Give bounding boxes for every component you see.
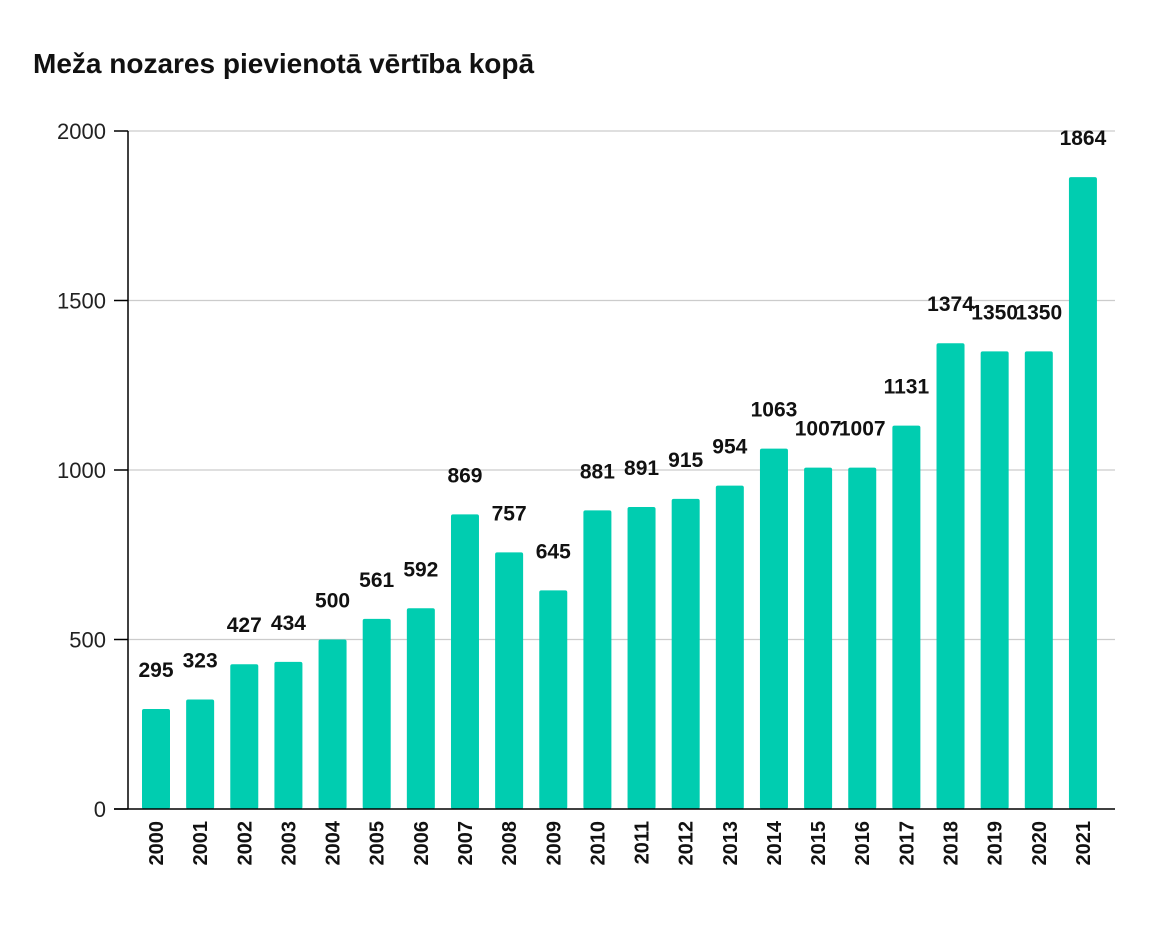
data-label: 1374 bbox=[927, 293, 974, 316]
x-tick-label: 2009 bbox=[543, 821, 565, 866]
x-tick-label: 2002 bbox=[234, 821, 256, 866]
data-label: 323 bbox=[183, 650, 218, 673]
y-tick-label: 0 bbox=[94, 797, 106, 822]
bar bbox=[583, 510, 612, 809]
data-label: 1063 bbox=[751, 399, 798, 422]
x-tick-label: 2017 bbox=[896, 821, 918, 866]
bar bbox=[671, 498, 700, 809]
bar bbox=[804, 467, 833, 809]
data-label: 500 bbox=[315, 590, 350, 613]
x-tick-label: 2011 bbox=[632, 821, 654, 864]
data-label: 295 bbox=[138, 659, 173, 682]
bar bbox=[715, 485, 744, 809]
grid-lines bbox=[128, 130, 1115, 641]
data-label: 1864 bbox=[1060, 127, 1107, 150]
data-label: 1131 bbox=[884, 376, 930, 399]
data-label: 645 bbox=[536, 540, 571, 563]
bar bbox=[759, 448, 788, 809]
bar bbox=[936, 343, 965, 809]
x-tick-label: 2014 bbox=[764, 820, 786, 865]
axes: 0 500 1000 1500 2000 2000 2001 2002 2003 2004 2005… bbox=[57, 119, 1115, 866]
x-tick-label: 2012 bbox=[676, 821, 698, 866]
bar bbox=[186, 699, 215, 809]
x-tick-label: 2004 bbox=[323, 820, 345, 865]
y-tick-label: 2000 bbox=[57, 119, 106, 144]
bar bbox=[980, 351, 1009, 809]
data-label: 561 bbox=[359, 569, 394, 592]
x-tick-label: 2016 bbox=[852, 821, 874, 866]
y-tick-label: 1500 bbox=[57, 289, 106, 314]
bar bbox=[1024, 351, 1053, 809]
data-labels: 295 323 427 434 500 561 592 869 757 645 881 891 915 9… bbox=[138, 127, 1106, 682]
x-tick-label: 2006 bbox=[411, 821, 433, 866]
bar bbox=[539, 590, 568, 809]
bar bbox=[230, 664, 259, 809]
data-label: 869 bbox=[447, 464, 482, 487]
x-tick-label: 2018 bbox=[941, 821, 963, 866]
bar bbox=[450, 514, 479, 809]
data-label: 915 bbox=[668, 449, 703, 472]
bar bbox=[495, 552, 524, 809]
x-tick-label: 2010 bbox=[587, 821, 609, 866]
bar bbox=[627, 506, 656, 809]
bar bbox=[274, 661, 303, 809]
x-tick-label: 2015 bbox=[808, 821, 830, 866]
data-label: 592 bbox=[403, 558, 438, 581]
data-label: 881 bbox=[580, 460, 615, 483]
bar bbox=[318, 639, 347, 809]
x-tick-label: 2003 bbox=[278, 821, 300, 866]
x-tick-label: 2000 bbox=[146, 821, 168, 866]
bar bbox=[848, 467, 877, 809]
bar bbox=[142, 708, 170, 809]
x-tick-label: 2001 bbox=[190, 821, 212, 866]
bar bbox=[406, 608, 435, 809]
x-tick-label: 2007 bbox=[455, 821, 477, 866]
data-label: 757 bbox=[492, 502, 527, 525]
bars bbox=[142, 177, 1097, 809]
x-tick-label: 2020 bbox=[1029, 821, 1051, 866]
x-tick-label: 2005 bbox=[367, 821, 389, 866]
y-tick-label: 500 bbox=[69, 628, 106, 653]
data-label: 1350 bbox=[971, 301, 1018, 324]
bar bbox=[362, 618, 391, 809]
data-label: 1007 bbox=[795, 418, 842, 441]
y-tick-label: 1000 bbox=[57, 458, 106, 483]
x-tick-label: 2013 bbox=[720, 821, 742, 866]
x-tick-label: 2021 bbox=[1073, 821, 1095, 866]
data-label: 434 bbox=[271, 612, 306, 635]
data-label: 427 bbox=[227, 614, 262, 637]
chart-title: Meža nozares pievienotā vērtība kopā bbox=[33, 48, 535, 79]
data-label: 1007 bbox=[839, 418, 886, 441]
x-tick-label: 2008 bbox=[499, 821, 521, 866]
data-label: 891 bbox=[624, 457, 659, 480]
bar bbox=[892, 425, 921, 809]
bar bbox=[1068, 177, 1097, 809]
data-label: 954 bbox=[712, 436, 747, 459]
x-tick-label: 2019 bbox=[985, 821, 1007, 866]
data-label: 1350 bbox=[1015, 301, 1062, 324]
